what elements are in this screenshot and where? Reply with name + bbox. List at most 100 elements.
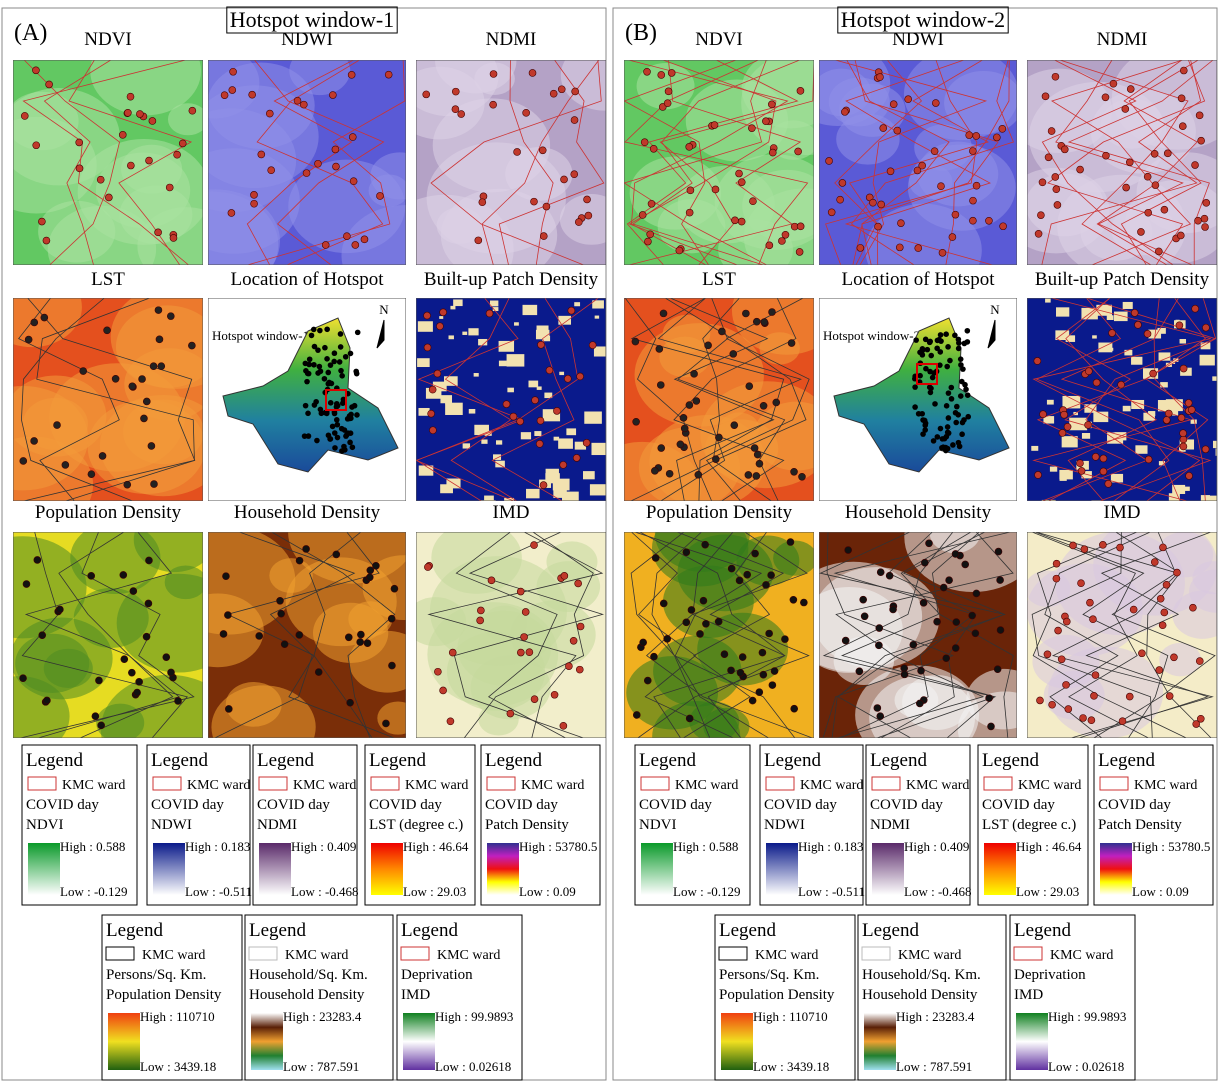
covid-point <box>361 236 368 243</box>
legend-low: Low : -0.129 <box>673 884 741 899</box>
covid-point <box>778 237 785 244</box>
ward-label: KMC ward <box>906 778 969 793</box>
covid-point <box>633 711 640 718</box>
map-patch <box>1107 315 1114 320</box>
covid-point <box>943 655 950 662</box>
hotspot-dot <box>313 399 319 405</box>
covid-point <box>434 668 441 675</box>
map-title: NDMI <box>486 29 537 50</box>
map-title: Built-up Patch Density <box>1035 269 1210 290</box>
covid-point <box>151 481 158 488</box>
covid-point <box>748 125 755 132</box>
hotspot-dot <box>322 376 328 382</box>
hotspot-dot <box>956 440 962 446</box>
hotspot-dot <box>919 411 925 417</box>
map-patch <box>554 437 560 441</box>
covid-point <box>88 471 95 478</box>
covid-point <box>1176 322 1183 329</box>
covid-point <box>20 675 27 682</box>
map <box>0 267 241 533</box>
covid-point <box>539 147 546 154</box>
covid-point <box>875 223 882 230</box>
covid-point <box>731 422 738 429</box>
covid-point <box>839 179 846 186</box>
covid-point <box>753 318 760 325</box>
covid-point <box>1039 179 1046 186</box>
legend-line: Persons/Sq. Km. <box>106 967 206 983</box>
panel-label: (B) <box>625 20 657 46</box>
color-ramp <box>872 843 904 895</box>
covid-point <box>1180 430 1187 437</box>
map-patch <box>468 328 478 335</box>
covid-point <box>688 606 695 613</box>
color-ramp <box>1016 1013 1048 1070</box>
covid-point <box>38 218 45 225</box>
map-patch <box>507 388 514 393</box>
color-ramp <box>108 1013 140 1070</box>
covid-point <box>738 218 745 225</box>
panel-label: (A) <box>14 20 47 46</box>
covid-point <box>841 108 848 115</box>
covid-point <box>20 457 27 464</box>
covid-point <box>517 418 524 425</box>
covid-point <box>1058 656 1065 663</box>
hotspot-dot <box>956 340 962 346</box>
hotspot-dot <box>952 333 958 339</box>
covid-point <box>695 471 702 478</box>
covid-point <box>376 192 383 199</box>
covid-point <box>1202 446 1209 453</box>
covid-point <box>127 93 134 100</box>
hotspot-dot <box>306 362 312 368</box>
covid-point <box>1151 150 1158 157</box>
ward-label: KMC ward <box>898 948 961 963</box>
covid-point <box>1053 186 1060 193</box>
covid-point <box>648 200 655 207</box>
legend-low: Low : -0.129 <box>60 884 128 899</box>
legend-high: High : 23283.4 <box>283 1009 362 1024</box>
covid-point <box>1077 166 1084 173</box>
hotspot-dot <box>935 434 941 440</box>
covid-point <box>1100 455 1107 462</box>
covid-point <box>797 223 804 230</box>
covid-point <box>874 704 881 711</box>
legend-line: COVID day <box>26 797 99 813</box>
hotspot-dot <box>927 384 933 390</box>
covid-point <box>447 718 454 725</box>
legend-line: NDWI <box>764 817 805 833</box>
covid-point <box>1118 381 1125 388</box>
covid-point <box>731 217 738 224</box>
covid-point <box>751 445 758 452</box>
legend-high: High : 53780.5 <box>1132 839 1210 854</box>
covid-point <box>424 344 431 351</box>
covid-point <box>952 645 959 652</box>
covid-point <box>972 630 979 637</box>
covid-point <box>189 107 196 114</box>
covid-point <box>56 606 63 613</box>
covid-point <box>1093 379 1100 386</box>
covid-point <box>861 613 868 620</box>
covid-point <box>573 454 580 461</box>
hotspot-dot <box>923 420 929 426</box>
legend-heading: Legend <box>764 750 821 771</box>
covid-point <box>367 567 374 574</box>
covid-point <box>901 671 908 678</box>
covid-point <box>1193 721 1200 728</box>
covid-point <box>572 88 579 95</box>
legend-heading: Legend <box>1014 920 1071 941</box>
covid-point <box>95 677 102 684</box>
covid-point <box>1000 223 1007 230</box>
covid-point <box>31 437 38 444</box>
color-ramp <box>403 1013 435 1070</box>
hotspot-dot <box>324 356 330 362</box>
covid-point <box>997 577 1004 584</box>
covid-point <box>1063 618 1070 625</box>
covid-point <box>266 110 273 117</box>
covid-point <box>768 572 775 579</box>
covid-point <box>314 160 321 167</box>
covid-point <box>529 69 536 76</box>
covid-point <box>507 710 514 717</box>
ward-label: KMC ward <box>675 778 738 793</box>
covid-point <box>23 581 30 588</box>
covid-point <box>952 550 959 557</box>
hotspot-dot <box>338 331 344 337</box>
